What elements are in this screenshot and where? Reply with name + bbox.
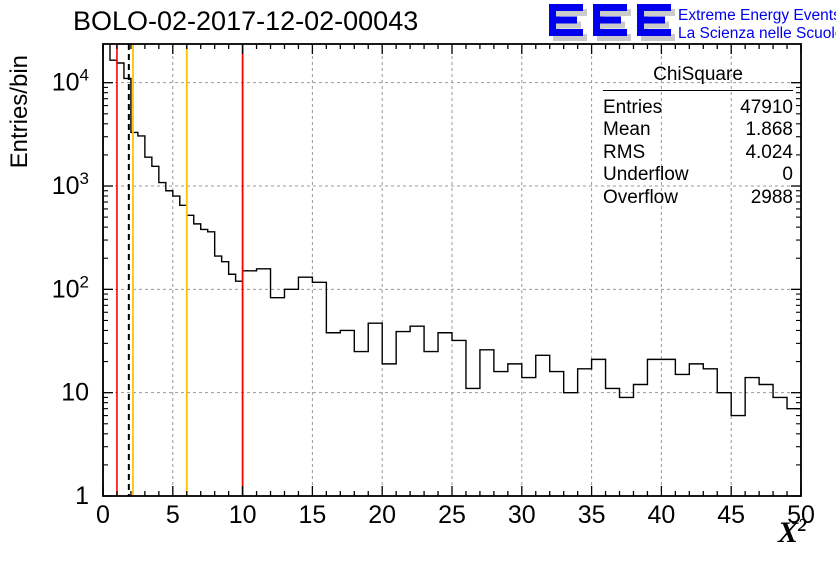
svg-text:45: 45 — [717, 501, 745, 529]
svg-text:40: 40 — [647, 501, 675, 529]
svg-text:20: 20 — [368, 501, 396, 529]
svg-text:1: 1 — [75, 482, 89, 510]
svg-text:0: 0 — [96, 501, 110, 529]
svg-text:15: 15 — [298, 501, 326, 529]
svg-text:30: 30 — [508, 501, 536, 529]
svg-text:5: 5 — [166, 501, 180, 529]
svg-text:10: 10 — [61, 379, 89, 407]
svg-text:Extreme Energy Events: Extreme Energy Events — [678, 7, 836, 24]
svg-text:35: 35 — [578, 501, 606, 529]
svg-text:25: 25 — [438, 501, 466, 529]
svg-text:10: 10 — [229, 501, 257, 529]
svg-text:La Scienza nelle Scuole: La Scienza nelle Scuole — [678, 25, 836, 42]
